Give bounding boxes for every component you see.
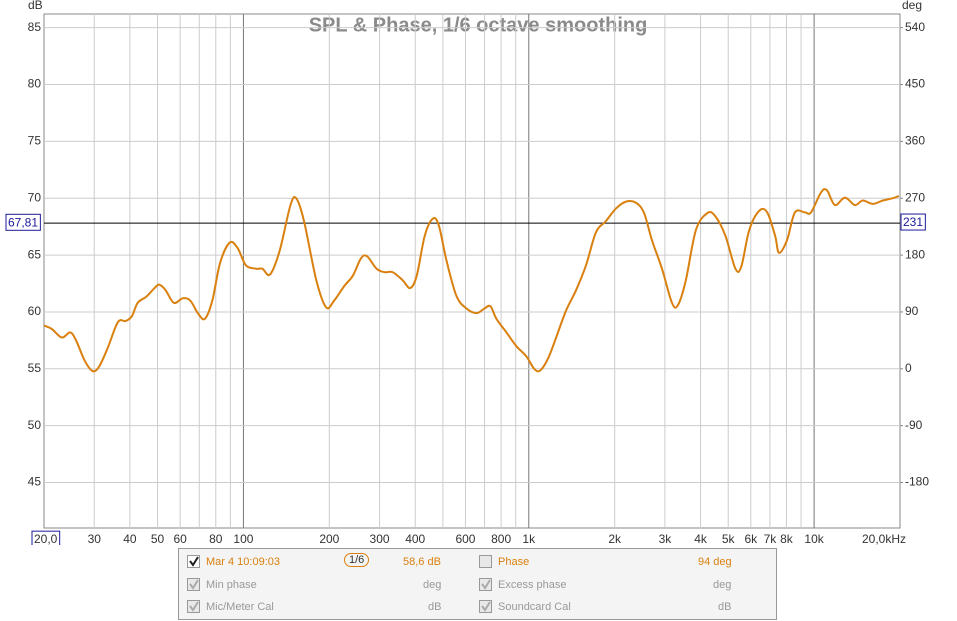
x-tick-label: 2k	[608, 532, 622, 545]
x-tick-label: 50	[151, 532, 165, 545]
spl-line	[43, 188, 900, 373]
unit: dB	[718, 601, 732, 613]
y2-cursor-label-box	[900, 213, 926, 231]
y2-tick-label: 360	[905, 134, 925, 148]
y-tick-label: 50	[28, 418, 42, 432]
legend-panel: Mar 4 10:09:03 1/6 58,6 dB Phase 94 deg …	[178, 548, 777, 620]
y2-cursor-label: 231	[903, 215, 923, 229]
y-axis-label: dB	[28, 0, 43, 12]
check	[189, 579, 199, 590]
check	[481, 601, 491, 612]
x-tick-label: 6k	[744, 532, 758, 545]
y2-tick-label: -180	[905, 475, 929, 489]
unit: deg	[423, 579, 442, 591]
chart: SPL & Phase, 1/6 octave smoothing dB deg…	[5, 0, 929, 548]
checkbox[interactable]	[187, 600, 200, 613]
x-tick-label: 200	[319, 532, 339, 545]
y2-tick-label: 180	[905, 247, 925, 261]
x-tick-label: 60	[173, 532, 187, 545]
check	[481, 579, 491, 590]
y2-tick-label: 90	[905, 304, 919, 318]
x-tick-label: 40	[123, 532, 137, 545]
x-tick-label: 5k	[722, 532, 736, 545]
legend-entry[interactable]: Mar 4 10:09:03	[206, 556, 280, 568]
check	[189, 556, 199, 567]
check	[189, 601, 199, 612]
x-tick-label: 600	[455, 532, 475, 545]
y-tick-label: 65	[28, 247, 42, 261]
x-tick-label: 1k	[522, 532, 536, 545]
y-tick-label: 80	[28, 77, 42, 91]
x-tick-label: 3k	[659, 532, 673, 545]
y2-tick-label: 540	[905, 20, 925, 34]
x-tick-label: 300	[370, 532, 390, 545]
y-tick-label: 55	[28, 361, 42, 375]
y2-tick-label: 270	[905, 190, 925, 204]
y2-tick-label: 450	[905, 77, 925, 91]
checkbox[interactable]	[479, 600, 492, 613]
y2-axis-label: deg	[902, 0, 922, 12]
y-cursor-label: 67,81	[8, 215, 38, 229]
x-tick-label: 8k	[780, 532, 794, 545]
y-cursor-label-box	[5, 213, 41, 231]
x-tick-label: 10k	[804, 532, 824, 545]
x-tick-label: 800	[491, 532, 511, 545]
spl-readout: 58,6 dB	[403, 556, 441, 568]
plot-area	[43, 13, 901, 529]
y-tick-label: 60	[28, 304, 42, 318]
phase-readout: 94 deg	[698, 556, 732, 568]
x-tick-label: 20,0	[34, 532, 58, 545]
y-tick-label: 45	[28, 475, 42, 489]
x-tick-label: 30	[88, 532, 102, 545]
x-tick-label: 20,0kHz	[862, 532, 906, 545]
y-tick-label: 75	[28, 134, 42, 148]
chart-title: SPL & Phase, 1/6 octave smoothing	[309, 14, 648, 36]
checkbox[interactable]	[479, 578, 492, 591]
x-tick-label: 4k	[694, 532, 708, 545]
x-tick-label: 80	[209, 532, 223, 545]
min-phase-label[interactable]: Min phase	[206, 579, 257, 591]
unit: dB	[428, 601, 442, 613]
x-tick-label: 400	[405, 532, 425, 545]
phase-label[interactable]: Phase	[498, 556, 530, 568]
y-tick-label: 85	[28, 20, 42, 34]
checkbox[interactable]	[479, 555, 492, 568]
checkbox[interactable]	[187, 555, 200, 568]
unit: deg	[713, 579, 732, 591]
mic-cal-label[interactable]: Mic/Meter Cal	[206, 601, 274, 613]
y2-tick-label: 0	[905, 361, 912, 375]
x-tick-label: 100	[233, 532, 253, 545]
smoothing-badge[interactable]: 1/6	[344, 553, 370, 567]
checkbox[interactable]	[187, 578, 200, 591]
y2-tick-label: -90	[905, 418, 923, 432]
x-tick-label: 7k	[764, 532, 778, 545]
y-tick-label: 70	[28, 190, 42, 204]
excess-phase-label[interactable]: Excess phase	[498, 579, 567, 591]
soundcard-cal-label[interactable]: Soundcard Cal	[498, 601, 571, 613]
